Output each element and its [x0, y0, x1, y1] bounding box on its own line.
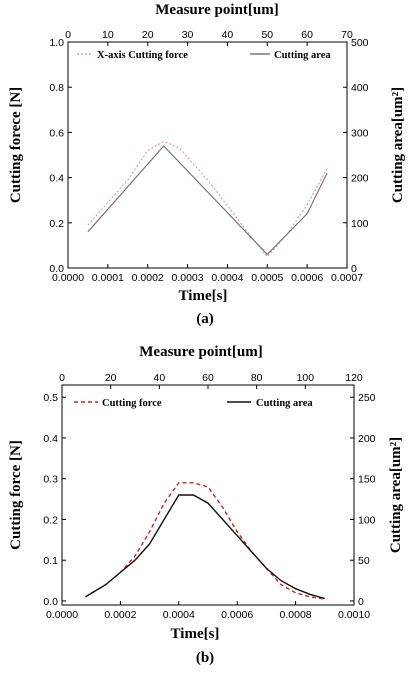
y2-tick-label-b: 0	[358, 596, 364, 608]
x-tick-label-a: 0.0002	[132, 272, 164, 284]
x2-tick-label-a: 20	[142, 29, 154, 41]
plot-frame-a	[67, 41, 348, 269]
x2-tick-label-b: 100	[297, 372, 315, 384]
x-tick-label-a: 0.0006	[291, 272, 323, 284]
legend-label-a-0: X-axis Cutting force	[97, 50, 188, 61]
x2-tick-label-a: 10	[102, 29, 114, 41]
y2-tick-label-a: 200	[351, 173, 369, 185]
x-tick-label-b: 0.0002	[104, 609, 136, 621]
y2-tick-label-a: 0	[351, 263, 357, 275]
series-line-a-cutting-force	[87, 140, 328, 258]
y-tick-label-b: 0.1	[43, 555, 58, 567]
y-tick-label-b: 0.5	[43, 392, 58, 404]
panel-a-y2-label: Cutting area[um²]	[390, 87, 406, 203]
x-tick-label-b: 0.0010	[338, 609, 370, 621]
panel-b-y-label: Cutting force [N]	[8, 440, 24, 550]
y-tick-label-b: 0.3	[43, 474, 58, 486]
x2-tick-label-b: 40	[153, 372, 165, 384]
y-tick-label-b: 0.0	[43, 596, 58, 608]
y-tick-label-a: 0.4	[49, 173, 64, 185]
y-tick-label-a: 0.6	[49, 127, 64, 139]
panel-a-plot: 0.0000 0.0001 0.0002 0.0003 0.0004 0.0005 0.00…	[49, 29, 368, 284]
x-tick-label-a: 0.0001	[92, 272, 124, 284]
panel-a-x-label: Time[s]	[179, 288, 228, 304]
series-line-b-cutting-area	[85, 494, 325, 600]
y2-tick-label-b: 250	[358, 392, 376, 404]
y2-tick-label-b: 150	[358, 474, 376, 486]
x2-tick-label-b: 60	[202, 372, 214, 384]
x-tick-label-a: 0.0007	[331, 272, 363, 284]
legend-label-b-0: Cutting force	[102, 398, 162, 409]
panel-a-x2-label: Measure point[um]	[155, 2, 278, 18]
x-tick-label-b: 0.0000	[46, 609, 78, 621]
x2-tick-label-b: 20	[105, 372, 117, 384]
x-tick-label-a: 0.0005	[251, 272, 283, 284]
x2-tick-label-a: 30	[182, 29, 194, 41]
y2-tick-label-b: 200	[358, 433, 376, 445]
y-tick-label-b: 0.2	[43, 514, 58, 526]
x2-tick-label-b: 120	[345, 372, 363, 384]
x-tick-label-b: 0.0006	[221, 609, 253, 621]
y2-tick-label-a: 100	[351, 218, 369, 230]
panel-b-x2-label: Measure point[um]	[139, 344, 262, 360]
x-tick-label-a: 0.0004	[211, 272, 243, 284]
x2-tick-label-a: 0	[65, 29, 71, 41]
x2-tick-label-a: 50	[261, 29, 273, 41]
legend-label-b-1: Cutting area	[256, 398, 313, 409]
x2-tick-label-a: 60	[301, 29, 313, 41]
y-tick-label-a: 0.8	[49, 82, 64, 94]
y-tick-label-a: 0.2	[49, 218, 64, 230]
y2-tick-label-b: 100	[358, 514, 376, 526]
series-line-b-cutting-force	[85, 482, 325, 600]
x-tick-label-a: 0.0003	[172, 272, 204, 284]
panel-b-y2-label: Cutting area[um²]	[388, 437, 404, 553]
y2-tick-label-b: 50	[358, 555, 370, 567]
x2-tick-label-b: 0	[59, 372, 65, 384]
panel-a-y-label: Cutting forece [N]	[8, 87, 24, 203]
series-line-a-cutting-area	[87, 145, 328, 256]
x2-tick-label-a: 40	[222, 29, 234, 41]
x-tick-label-b: 0.0004	[163, 609, 195, 621]
y-tick-label-b: 0.4	[43, 433, 58, 445]
panel-a-caption: (a)	[196, 311, 214, 327]
x2-tick-label-b: 80	[251, 372, 263, 384]
x-tick-label-a: 0.0000	[52, 272, 84, 284]
y2-tick-label-a: 300	[351, 127, 369, 139]
panel-b-x-label: Time[s]	[171, 626, 220, 642]
x-tick-label-b: 0.0008	[280, 609, 312, 621]
y-tick-label-a: 1.0	[49, 37, 64, 49]
legend-label-a-1: Cutting area	[274, 50, 331, 61]
y-tick-label-a: 0.0	[49, 263, 64, 275]
y2-tick-label-a: 500	[351, 37, 369, 49]
plot-frame-b	[61, 384, 355, 606]
x2-tick-label-a: 70	[341, 29, 353, 41]
y2-tick-label-a: 400	[351, 82, 369, 94]
panel-b-caption: (b)	[196, 650, 214, 666]
